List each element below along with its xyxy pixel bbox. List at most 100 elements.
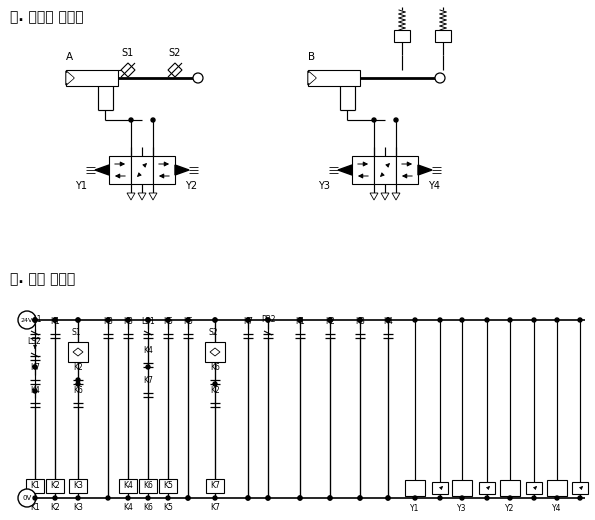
Bar: [26, 479, 44, 493]
Polygon shape: [338, 165, 352, 175]
Text: K5: K5: [163, 503, 173, 512]
Circle shape: [386, 496, 390, 500]
Text: S1: S1: [71, 328, 81, 337]
Polygon shape: [66, 71, 74, 85]
Text: 0V: 0V: [23, 495, 32, 501]
Circle shape: [328, 318, 332, 322]
Text: Y2: Y2: [185, 181, 197, 191]
Text: K1: K1: [295, 317, 305, 326]
Text: Y1: Y1: [75, 181, 87, 191]
Bar: [374, 156, 396, 184]
Text: K5: K5: [163, 317, 173, 326]
Circle shape: [298, 496, 302, 500]
Text: K6: K6: [143, 482, 153, 490]
Circle shape: [386, 318, 390, 322]
Circle shape: [186, 496, 190, 500]
Circle shape: [508, 496, 512, 500]
Circle shape: [358, 318, 362, 322]
Circle shape: [578, 318, 582, 322]
Circle shape: [76, 382, 80, 386]
Circle shape: [146, 318, 150, 322]
Circle shape: [126, 496, 130, 500]
Text: Y4: Y4: [552, 504, 562, 513]
Circle shape: [193, 73, 203, 83]
Text: LS2: LS2: [27, 337, 41, 346]
Circle shape: [485, 496, 489, 500]
Text: K3: K3: [73, 482, 83, 490]
Text: S2: S2: [208, 328, 218, 337]
Text: B: B: [308, 52, 315, 62]
Circle shape: [438, 496, 442, 500]
Circle shape: [246, 318, 250, 322]
Text: A: A: [66, 52, 73, 62]
Circle shape: [266, 318, 270, 322]
Text: K3: K3: [103, 317, 113, 326]
Text: K4: K4: [123, 482, 133, 490]
Circle shape: [53, 496, 57, 500]
Bar: [308, 70, 360, 86]
Polygon shape: [418, 165, 432, 175]
Circle shape: [532, 496, 536, 500]
Circle shape: [33, 318, 37, 322]
Circle shape: [213, 318, 217, 322]
Circle shape: [246, 496, 250, 500]
Text: K2: K2: [210, 386, 220, 395]
Circle shape: [555, 496, 559, 500]
Bar: [159, 479, 177, 493]
Bar: [452, 480, 472, 496]
Circle shape: [146, 318, 150, 322]
Circle shape: [76, 318, 80, 322]
Circle shape: [298, 318, 302, 322]
Bar: [547, 480, 567, 496]
Circle shape: [33, 365, 37, 369]
Text: PB2: PB2: [261, 315, 275, 324]
Circle shape: [166, 496, 170, 500]
Circle shape: [266, 496, 270, 500]
Text: LS1: LS1: [141, 317, 155, 326]
Circle shape: [328, 496, 332, 500]
Bar: [432, 482, 448, 494]
Text: K4: K4: [30, 386, 40, 395]
Bar: [526, 482, 542, 494]
Circle shape: [186, 496, 190, 500]
Circle shape: [266, 496, 270, 500]
Circle shape: [328, 496, 332, 500]
Text: K3: K3: [355, 317, 365, 326]
Circle shape: [146, 365, 150, 369]
Text: K6: K6: [73, 386, 83, 395]
Text: Y1: Y1: [411, 504, 419, 513]
Circle shape: [266, 318, 270, 322]
Circle shape: [298, 496, 302, 500]
Circle shape: [126, 318, 130, 322]
Text: K1: K1: [30, 482, 40, 490]
Text: Y4: Y4: [428, 181, 440, 191]
Text: PB1: PB1: [28, 315, 42, 324]
Circle shape: [532, 318, 536, 322]
Circle shape: [386, 318, 390, 322]
Circle shape: [435, 73, 445, 83]
Circle shape: [328, 318, 332, 322]
Text: K2: K2: [50, 482, 60, 490]
Bar: [500, 480, 520, 496]
Text: K7: K7: [143, 376, 153, 385]
Circle shape: [213, 496, 217, 500]
Text: K7: K7: [30, 363, 40, 372]
Circle shape: [33, 318, 37, 322]
Bar: [394, 30, 410, 42]
Circle shape: [438, 318, 442, 322]
Text: Y3: Y3: [318, 181, 330, 191]
Bar: [205, 342, 225, 362]
Circle shape: [146, 496, 150, 500]
Circle shape: [76, 496, 80, 500]
Text: S1: S1: [122, 48, 134, 58]
Bar: [435, 30, 451, 42]
Circle shape: [578, 496, 582, 500]
Polygon shape: [95, 165, 109, 175]
Circle shape: [213, 318, 217, 322]
Circle shape: [394, 118, 398, 122]
Circle shape: [166, 318, 170, 322]
Circle shape: [358, 318, 362, 322]
Circle shape: [186, 318, 190, 322]
Text: LS2: LS2: [433, 0, 451, 1]
Circle shape: [372, 118, 376, 122]
